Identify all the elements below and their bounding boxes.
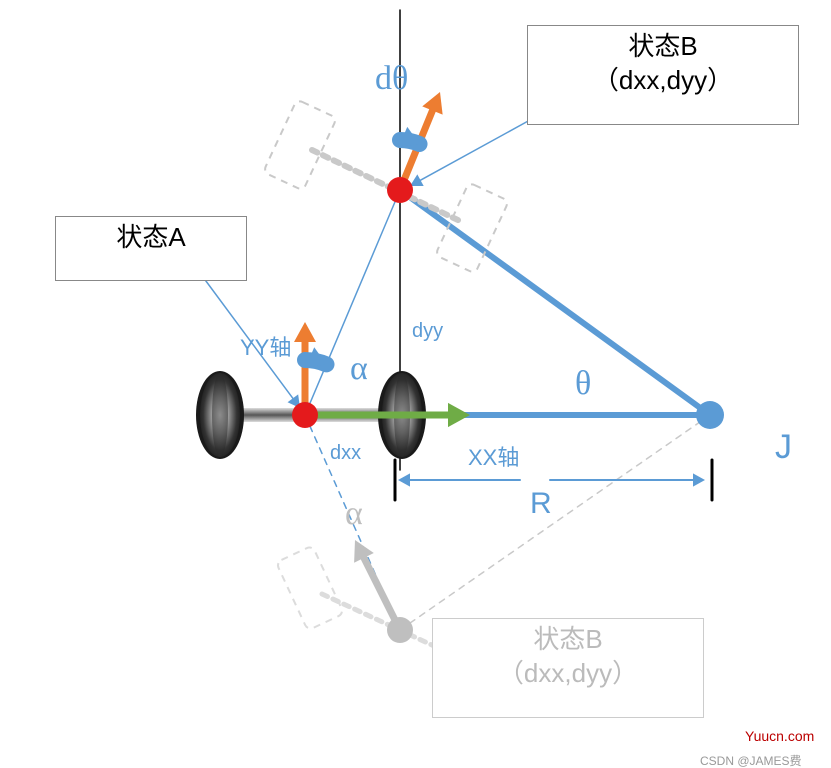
- credit-text: CSDN @JAMES费: [700, 752, 802, 768]
- wheel-bs-right: [276, 546, 344, 631]
- point-b-shadow: [387, 617, 413, 643]
- state-b-top-line2: （dxx,dyy）: [593, 65, 733, 95]
- label-J: J: [775, 428, 792, 467]
- state-b-bottom-line1: 状态B: [533, 624, 602, 654]
- arrow-Bs_orient: [354, 540, 400, 630]
- label-theta: θ: [575, 365, 591, 403]
- wheel-b-left: [263, 99, 337, 190]
- label-dxx: dxx: [330, 442, 361, 465]
- label-alpha_top: α: [350, 350, 368, 388]
- arcs-layer: [305, 127, 420, 368]
- arrow-R_left: [398, 473, 520, 486]
- label-dyy: dyy: [412, 320, 443, 343]
- state-b-top-box: 状态B （dxx,dyy）: [527, 25, 799, 125]
- state-b-top-line1: 状态B: [628, 31, 697, 61]
- label-alpha_bottom: α: [345, 495, 363, 533]
- point-j: [696, 401, 724, 429]
- arrow-R_right: [550, 473, 705, 486]
- state-b-bottom-line2: （dxx,dyy）: [498, 658, 638, 688]
- line-Bs_to_J: [400, 415, 710, 630]
- wheel-a-left: [196, 371, 244, 459]
- point-b: [387, 177, 413, 203]
- state-a-label: 状态A: [116, 222, 185, 252]
- arc-dtheta: [399, 127, 420, 147]
- point-a: [292, 402, 318, 428]
- label-yyaxis: YY轴: [240, 330, 291, 362]
- label-dtheta: dθ: [375, 60, 408, 98]
- state-a-box: 状态A: [55, 216, 247, 281]
- state-b-bottom-box: 状态B （dxx,dyy）: [432, 618, 704, 718]
- label-R: R: [530, 487, 552, 521]
- watermark-text: Yuucn.com: [745, 728, 814, 744]
- line-B_to_J: [400, 190, 710, 415]
- label-xxaxis: XX轴: [468, 440, 519, 472]
- line-axleB: [312, 150, 462, 222]
